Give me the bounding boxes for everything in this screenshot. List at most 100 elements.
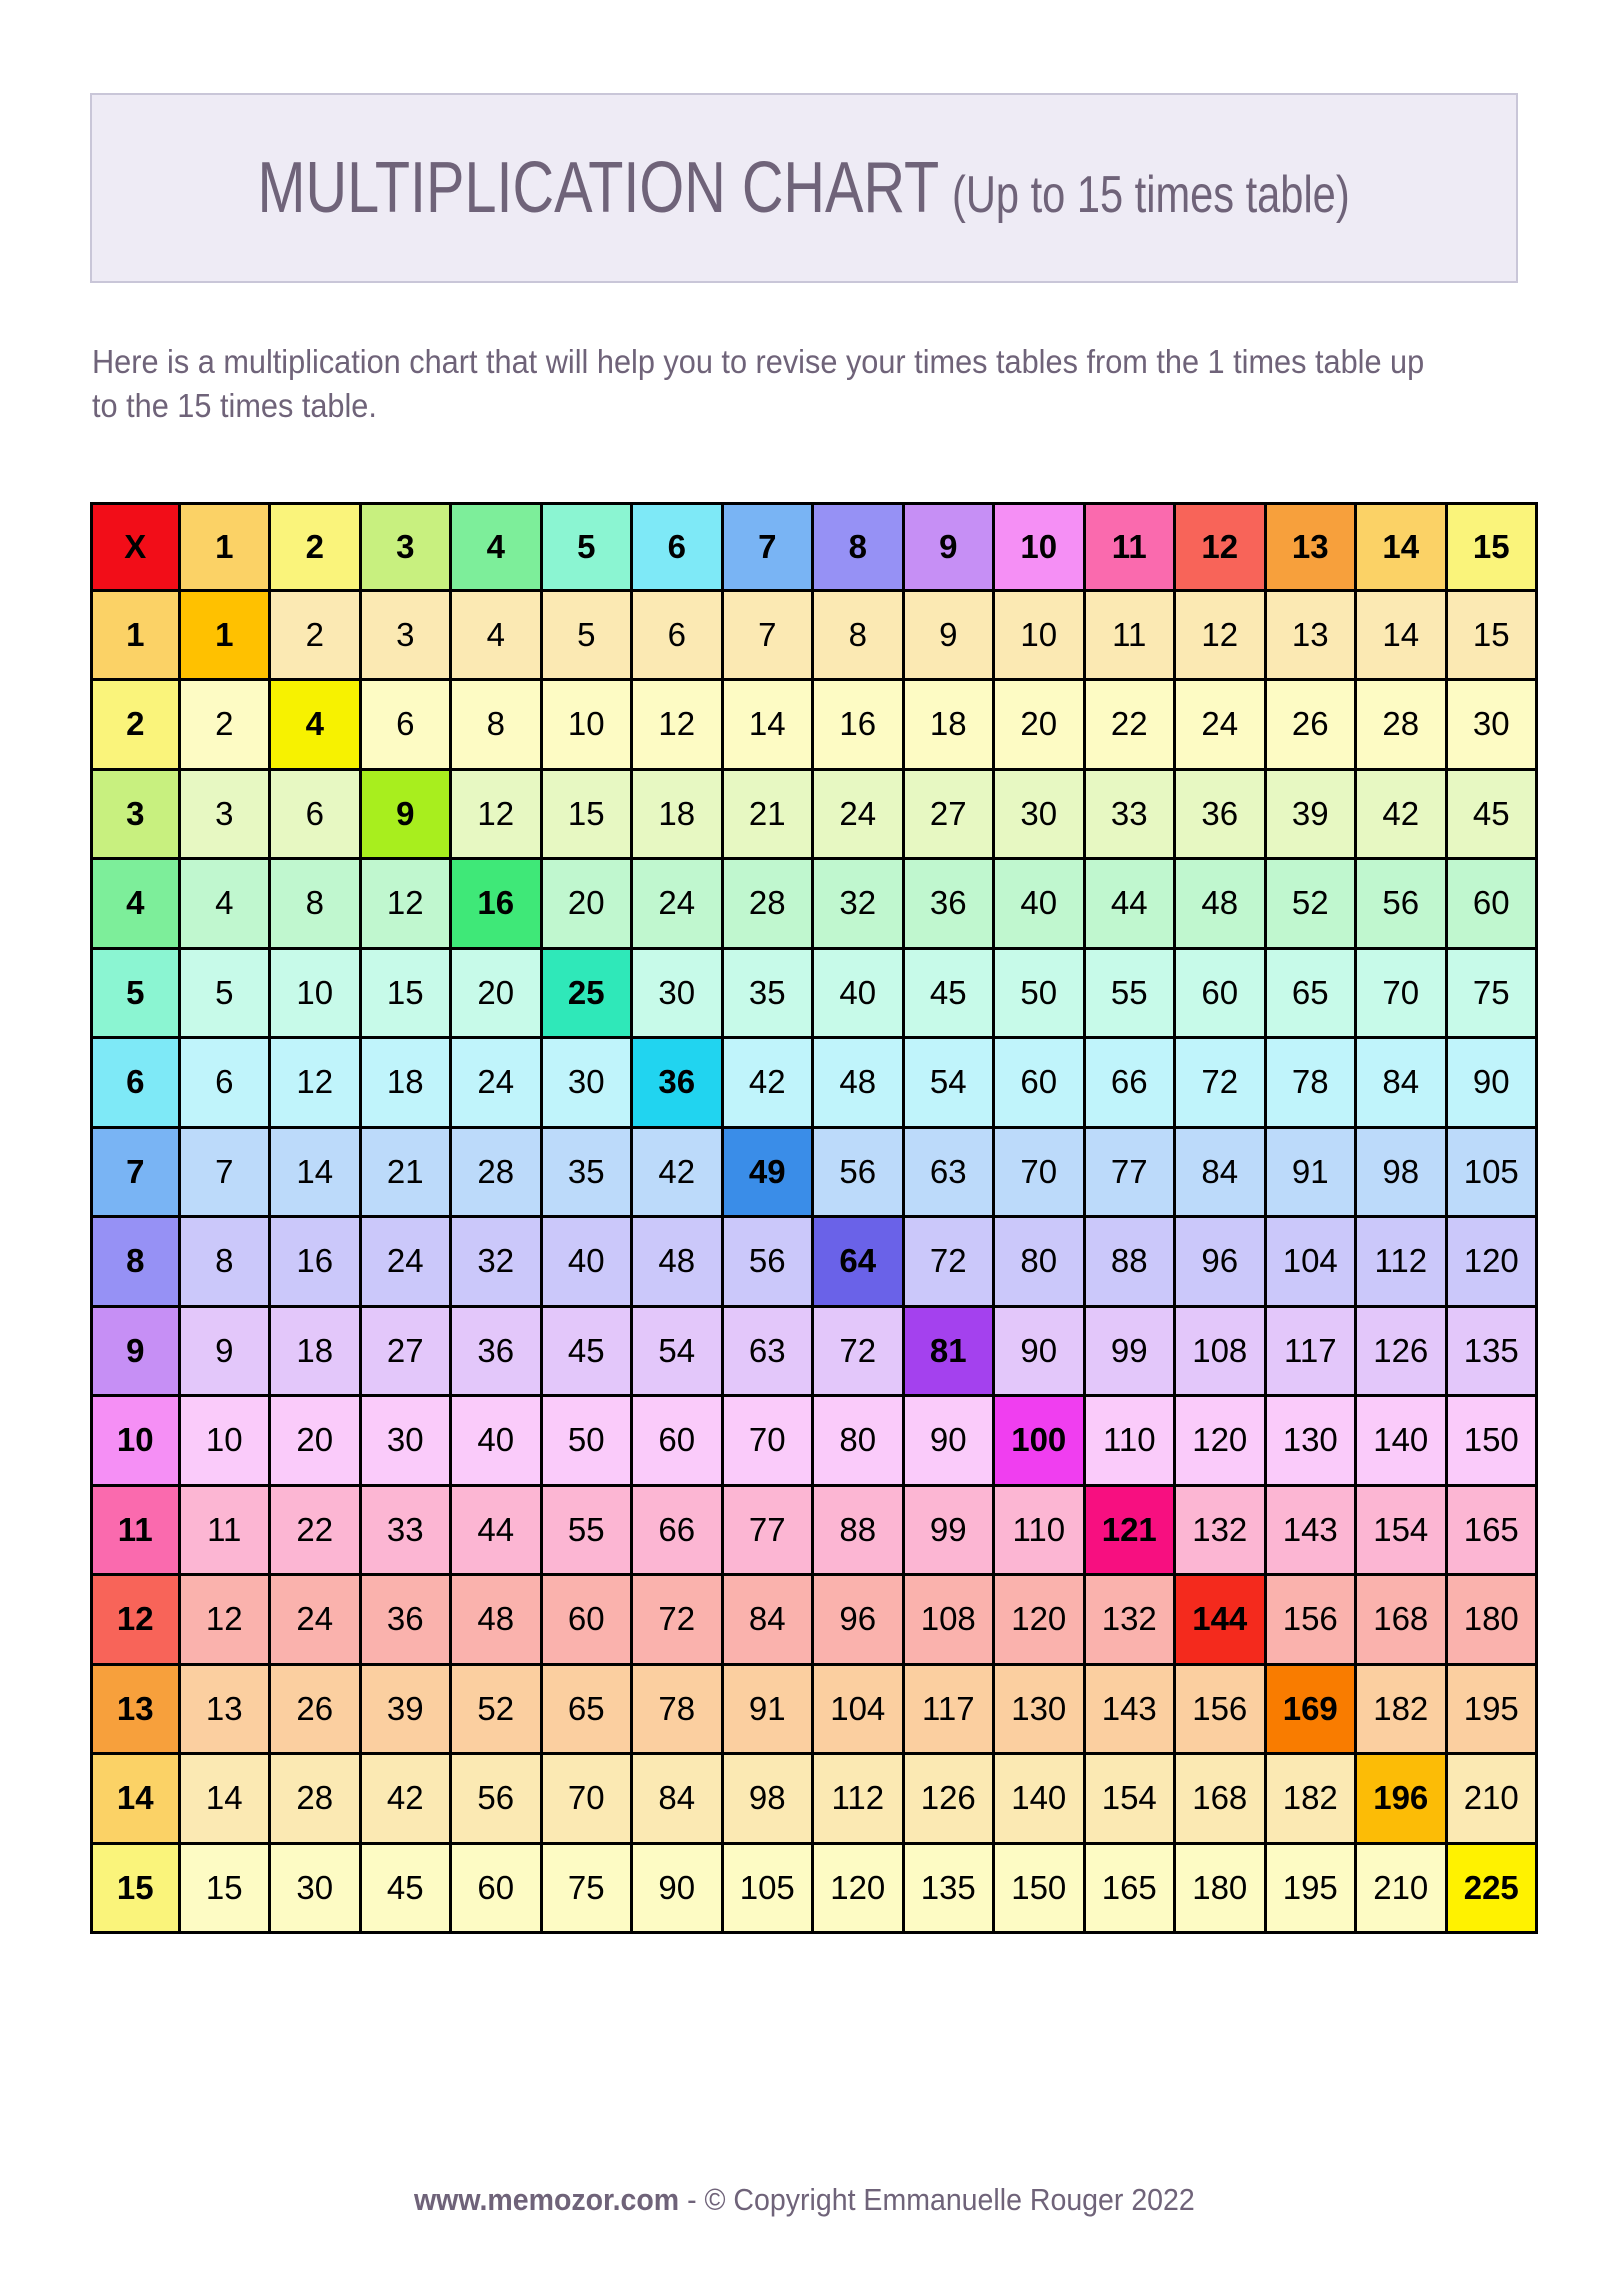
product-cell: 54 [904, 1039, 995, 1129]
product-cell: 105 [1447, 1128, 1538, 1218]
product-cell: 45 [904, 949, 995, 1039]
product-cell: 132 [1176, 1486, 1267, 1576]
product-cell: 48 [452, 1576, 543, 1666]
product-cell: 42 [1357, 770, 1448, 860]
product-cell: 56 [1357, 860, 1448, 950]
product-cell: 210 [1447, 1755, 1538, 1845]
product-cell: 130 [1266, 1397, 1357, 1487]
product-cell: 140 [1357, 1397, 1448, 1487]
product-cell: 90 [995, 1307, 1086, 1397]
product-cell: 15 [542, 770, 633, 860]
product-cell: 168 [1176, 1755, 1267, 1845]
row-header-15: 15 [90, 1844, 181, 1934]
product-cell: 180 [1447, 1576, 1538, 1666]
product-cell: 98 [1357, 1128, 1448, 1218]
product-cell: 30 [361, 1397, 452, 1487]
product-cell: 24 [361, 1218, 452, 1308]
product-cell: 42 [633, 1128, 724, 1218]
product-cell: 2 [180, 681, 271, 771]
product-cell: 126 [1357, 1307, 1448, 1397]
product-cell: 60 [1176, 949, 1267, 1039]
row-header-8: 8 [90, 1218, 181, 1308]
product-cell: 8 [180, 1218, 271, 1308]
product-cell: 105 [723, 1844, 814, 1934]
footer-copyright: © Copyright Emmanuelle Rouger 2022 [704, 2182, 1195, 2217]
product-cell: 108 [904, 1576, 995, 1666]
product-cell: 88 [814, 1486, 905, 1576]
product-cell: 154 [1085, 1755, 1176, 1845]
product-cell: 24 [1176, 681, 1267, 771]
product-cell: 65 [542, 1665, 633, 1755]
row-header-7: 7 [90, 1128, 181, 1218]
table-row: 3 3 6 9 12 15 18 21 24 27 30 33 36 39 42 45 [90, 770, 1538, 860]
product-cell: 70 [1357, 949, 1448, 1039]
product-cell: 8 [271, 860, 362, 950]
product-cell: 40 [542, 1218, 633, 1308]
product-cell: 150 [995, 1844, 1086, 1934]
product-cell: 33 [361, 1486, 452, 1576]
product-cell: 24 [452, 1039, 543, 1129]
product-cell: 84 [1176, 1128, 1267, 1218]
table-row: 7 7 14 21 28 35 42 49 56 63 70 77 84 91 98 105 [90, 1128, 1538, 1218]
product-cell: 35 [542, 1128, 633, 1218]
product-cell: 27 [904, 770, 995, 860]
row-header-3: 3 [90, 770, 181, 860]
multiplication-table-wrap: X 1 2 3 4 5 6 7 8 9 10 11 12 13 14 15 1 1 2 3 4 5 6 7 8 9 10 11 12 13… [90, 502, 1538, 1934]
product-cell: 12 [361, 860, 452, 950]
product-cell: 56 [814, 1128, 905, 1218]
product-cell: 12 [271, 1039, 362, 1129]
product-cell: 30 [633, 949, 724, 1039]
product-cell: 32 [452, 1218, 543, 1308]
row-header-14: 14 [90, 1755, 181, 1845]
product-cell: 52 [452, 1665, 543, 1755]
product-cell: 70 [723, 1397, 814, 1487]
product-cell: 6 [180, 1039, 271, 1129]
column-header-1: 1 [180, 502, 271, 592]
product-cell: 66 [633, 1486, 724, 1576]
product-cell: 7 [180, 1128, 271, 1218]
product-cell: 112 [1357, 1218, 1448, 1308]
product-cell: 98 [723, 1755, 814, 1845]
product-cell: 156 [1266, 1576, 1357, 1666]
product-cell: 96 [1176, 1218, 1267, 1308]
product-cell: 13 [1266, 591, 1357, 681]
title-line: MULTIPLICATION CHART (Up to 15 times tab… [258, 152, 1350, 224]
product-cell: 90 [1447, 1039, 1538, 1129]
product-cell: 21 [361, 1128, 452, 1218]
product-cell: 84 [633, 1755, 724, 1845]
product-cell: 18 [271, 1307, 362, 1397]
row-header-6: 6 [90, 1039, 181, 1129]
product-cell: 84 [1357, 1039, 1448, 1129]
product-cell: 120 [814, 1844, 905, 1934]
table-row: 6 6 12 18 24 30 36 42 48 54 60 66 72 78 84 90 [90, 1039, 1538, 1129]
product-cell-diagonal: 100 [995, 1397, 1086, 1487]
product-cell: 12 [1176, 591, 1267, 681]
product-cell: 150 [1447, 1397, 1538, 1487]
product-cell: 12 [452, 770, 543, 860]
column-header-8: 8 [814, 502, 905, 592]
product-cell: 40 [814, 949, 905, 1039]
product-cell: 156 [1176, 1665, 1267, 1755]
product-cell: 50 [995, 949, 1086, 1039]
product-cell: 72 [1176, 1039, 1267, 1129]
product-cell: 60 [1447, 860, 1538, 950]
product-cell: 120 [995, 1576, 1086, 1666]
product-cell: 90 [904, 1397, 995, 1487]
product-cell: 112 [814, 1755, 905, 1845]
product-cell: 78 [633, 1665, 724, 1755]
product-cell: 168 [1357, 1576, 1448, 1666]
product-cell: 48 [814, 1039, 905, 1129]
product-cell: 14 [1357, 591, 1448, 681]
title-banner: MULTIPLICATION CHART (Up to 15 times tab… [90, 93, 1518, 283]
footer-separator: - [678, 2182, 705, 2217]
product-cell: 24 [633, 860, 724, 950]
product-cell: 120 [1447, 1218, 1538, 1308]
product-cell: 143 [1266, 1486, 1357, 1576]
product-cell: 8 [452, 681, 543, 771]
product-cell-diagonal: 4 [271, 681, 362, 771]
table-row: 12 12 24 36 48 60 72 84 96 108 120 132 144 156 168 180 [90, 1576, 1538, 1666]
product-cell: 33 [1085, 770, 1176, 860]
product-cell: 80 [995, 1218, 1086, 1308]
column-header-2: 2 [271, 502, 362, 592]
product-cell: 2 [271, 591, 362, 681]
